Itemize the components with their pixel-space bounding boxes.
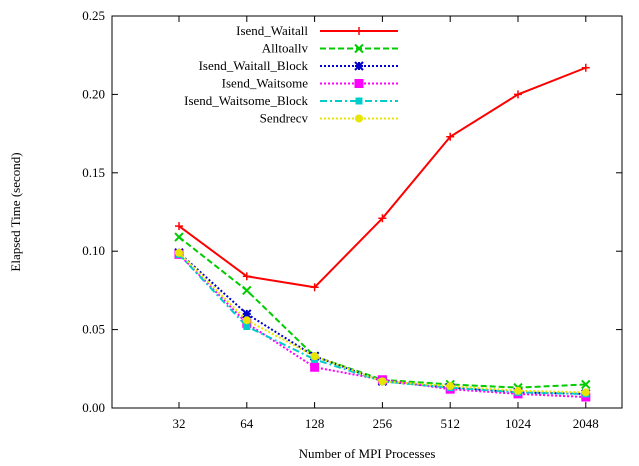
x-tick-label: 2048 xyxy=(573,416,599,431)
y-tick-label: 0.05 xyxy=(82,322,105,337)
marker-square xyxy=(310,362,320,372)
marker-circle xyxy=(175,248,183,257)
y-tick-label: 0.25 xyxy=(82,8,105,23)
legend-entry: Isend_Waitall_Block xyxy=(199,58,398,73)
marker-circle xyxy=(581,388,590,397)
legend-label: Isend_Waitall xyxy=(236,23,308,38)
marker-circle xyxy=(310,352,319,361)
x-tick-label: 256 xyxy=(373,416,393,431)
legend-entry: Isend_Waitsome xyxy=(222,76,398,91)
legend-label: Isend_Waitall_Block xyxy=(199,58,309,73)
legend-label: Sendrecv xyxy=(260,111,309,126)
legend-label: Isend_Waitsome xyxy=(222,76,309,91)
axis-ticks: 0.00 0.05 0.10 0.15 0.20 0.25 32 64 128 256 512 102… xyxy=(82,8,622,431)
x-axis-label: Number of MPI Processes xyxy=(299,446,436,461)
marker-x xyxy=(242,285,252,296)
y-axis-label: Elapsed Time (second) xyxy=(8,152,23,271)
legend-entry: Isend_Waitall xyxy=(236,23,398,38)
y-tick-label: 0.15 xyxy=(82,165,105,180)
series-line xyxy=(178,253,586,395)
y-tick-label: 0.10 xyxy=(82,243,105,258)
marker-circle xyxy=(355,114,363,123)
legend-label: Isend_Waitsome_Block xyxy=(184,93,308,108)
legend-entry: Isend_Waitsome_Block xyxy=(184,93,398,108)
series-alltoallv xyxy=(174,232,591,393)
marker-square xyxy=(354,79,364,88)
y-tick-label: 0.00 xyxy=(82,400,105,415)
legend-entry: Sendrecv xyxy=(260,111,398,126)
marker-x xyxy=(354,43,364,54)
marker-circle xyxy=(514,386,522,395)
series-isend-waitall xyxy=(175,63,590,292)
x-tick-label: 32 xyxy=(173,416,186,431)
plot-frame xyxy=(111,15,623,409)
series-line xyxy=(178,252,586,395)
legend: Isend_Waitall Alltoallv Isend_Waitall_Bloc… xyxy=(184,23,398,126)
marker-star xyxy=(354,61,364,71)
series-layer xyxy=(174,63,591,402)
marker-circle xyxy=(242,316,251,325)
marker-star xyxy=(242,309,252,319)
marker-x xyxy=(581,379,591,390)
marker-filled-square xyxy=(243,322,251,330)
marker-x xyxy=(174,232,184,242)
series-sendrecv xyxy=(175,248,590,397)
x-tick-label: 1024 xyxy=(505,416,532,431)
marker-circle xyxy=(446,382,455,391)
legend-label: Alltoallv xyxy=(262,41,309,56)
x-tick-label: 128 xyxy=(305,416,325,431)
x-tick-label: 512 xyxy=(440,416,460,431)
legend-entry: Alltoallv xyxy=(262,41,398,56)
y-tick-label: 0.20 xyxy=(82,86,105,101)
marker-filled-square xyxy=(355,97,363,105)
marker-circle xyxy=(378,377,387,386)
x-tick-label: 64 xyxy=(240,416,254,431)
series-line xyxy=(178,252,586,394)
